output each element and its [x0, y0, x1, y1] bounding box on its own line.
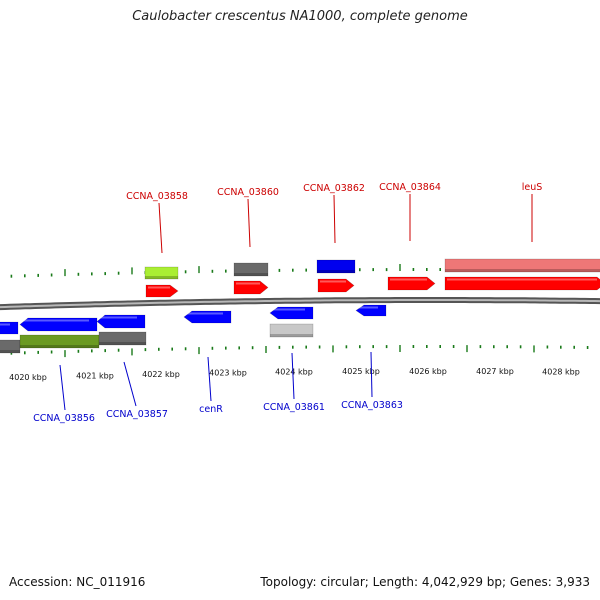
- label-ccna-03863-leader: [370, 351, 373, 398]
- label-cenr[interactable]: cenR: [199, 404, 223, 415]
- feature-gray-1[interactable]: [233, 262, 269, 277]
- gene-ccna-03860-gloss: [236, 282, 260, 285]
- gene-cenr-gloss: [186, 312, 223, 315]
- gene-ccna-03857-shape[interactable]: [96, 314, 146, 329]
- feature-pink-1[interactable]: [444, 258, 600, 273]
- feature-gray-2-shade: [0, 350, 20, 353]
- gene-ccna-03855[interactable]: [0, 321, 19, 335]
- scale-label: 4023 kbp: [209, 369, 247, 378]
- feature-gray-1-shape[interactable]: [233, 262, 269, 277]
- label-ccna-03860-leader: [247, 198, 251, 248]
- gene-ccna-03856-shape[interactable]: [19, 317, 98, 332]
- gene-leus[interactable]: [444, 276, 600, 291]
- label-ccna-03857[interactable]: CCNA_03857: [106, 409, 168, 420]
- genome-backbone-highlight: [0, 299, 600, 309]
- gene-ccna-03861[interactable]: [269, 306, 314, 320]
- feature-gray-3-shade: [99, 342, 146, 345]
- gene-ccna-03864-gloss: [390, 278, 427, 281]
- label-ccna-03860[interactable]: CCNA_03860: [217, 187, 279, 198]
- label-ccna-03861[interactable]: CCNA_03861: [263, 402, 325, 413]
- gene-ccna-03860[interactable]: [233, 280, 269, 295]
- gene-ccna-03861-shape[interactable]: [269, 306, 314, 320]
- gene-ccna-03857[interactable]: [96, 314, 146, 329]
- feature-light-gray-1-shape[interactable]: [269, 323, 314, 338]
- label-ccna-03857-leader: [123, 361, 137, 407]
- feature-gray-3[interactable]: [98, 331, 147, 346]
- gene-leus-gloss: [447, 278, 597, 281]
- feature-green-1-shade: [145, 276, 178, 279]
- gene-ccna-03858-shape[interactable]: [145, 284, 179, 298]
- gene-ccna-03864[interactable]: [387, 276, 436, 291]
- gene-ccna-03862-shape[interactable]: [317, 278, 355, 293]
- label-ccna-03864[interactable]: CCNA_03864: [379, 182, 441, 193]
- gene-ccna-03862[interactable]: [317, 278, 355, 293]
- scale-label: 4020 kbp: [9, 373, 47, 382]
- scale-label: 4025 kbp: [342, 367, 380, 376]
- gene-cenr-shape[interactable]: [183, 310, 232, 324]
- gene-ccna-03856-gloss: [22, 319, 89, 322]
- scale-label: 4024 kbp: [275, 368, 313, 377]
- label-ccna-03856[interactable]: CCNA_03856: [33, 413, 95, 424]
- genome-summary-text: Topology: circular; Length: 4,042,929 bp…: [260, 575, 590, 589]
- feature-blue-upper[interactable]: [316, 259, 356, 274]
- feature-olive-1-shade: [20, 345, 99, 348]
- gene-ccna-03864-shape[interactable]: [387, 276, 436, 291]
- feature-green-1[interactable]: [144, 266, 179, 280]
- label-ccna-03861-leader: [291, 352, 295, 400]
- scale-label: 4022 kbp: [142, 370, 180, 379]
- label-ccna-03858[interactable]: CCNA_03858: [126, 191, 188, 202]
- feature-gray-3-shape[interactable]: [98, 331, 147, 346]
- label-ccna-03862-leader: [333, 194, 336, 244]
- feature-blue-upper-shape[interactable]: [316, 259, 356, 274]
- label-ccna-03863[interactable]: CCNA_03863: [341, 400, 403, 411]
- feature-light-gray-1-shade: [270, 334, 313, 337]
- gene-ccna-03858-gloss: [148, 286, 170, 289]
- gene-leus-shape[interactable]: [444, 276, 600, 291]
- gene-ccna-03855-shape[interactable]: [0, 321, 19, 335]
- gene-ccna-03860-shape[interactable]: [233, 280, 269, 295]
- gene-ccna-03862-gloss: [320, 280, 346, 283]
- feature-pink-1-shade: [445, 269, 600, 272]
- scale-label: 4028 kbp: [542, 368, 580, 377]
- label-ccna-03856-leader: [59, 364, 66, 411]
- feature-gray-2[interactable]: [0, 339, 21, 354]
- accession-text: Accession: NC_011916: [9, 575, 146, 589]
- gene-ccna-03863[interactable]: [355, 304, 387, 317]
- label-ccna-03858-leader: [158, 202, 163, 254]
- gene-cenr[interactable]: [183, 310, 232, 324]
- scale-label: 4027 kbp: [476, 367, 514, 376]
- label-cenr-leader: [207, 356, 212, 402]
- feature-pink-1-shape[interactable]: [444, 258, 600, 273]
- gene-ccna-03863-shape[interactable]: [355, 304, 387, 317]
- scale-label: 4021 kbp: [76, 371, 114, 380]
- gene-ccna-03856[interactable]: [19, 317, 98, 332]
- feature-olive-1[interactable]: [19, 334, 100, 349]
- gene-ccna-03863-gloss: [358, 306, 378, 309]
- gene-ccna-03857-gloss: [99, 316, 137, 319]
- label-leus[interactable]: leuS: [522, 182, 543, 193]
- feature-light-gray-1[interactable]: [269, 323, 314, 338]
- scale-label: 4026 kbp: [409, 367, 447, 376]
- gene-ccna-03861-gloss: [272, 308, 305, 311]
- feature-blue-upper-shade: [317, 270, 355, 273]
- label-ccna-03862[interactable]: CCNA_03862: [303, 183, 365, 194]
- gene-ccna-03855-gloss: [0, 323, 10, 326]
- gene-ccna-03858[interactable]: [145, 284, 179, 298]
- map-title: Caulobacter crescentus NA1000, complete …: [132, 9, 468, 24]
- feature-green-1-shape[interactable]: [144, 266, 179, 280]
- feature-gray-1-shade: [234, 273, 268, 276]
